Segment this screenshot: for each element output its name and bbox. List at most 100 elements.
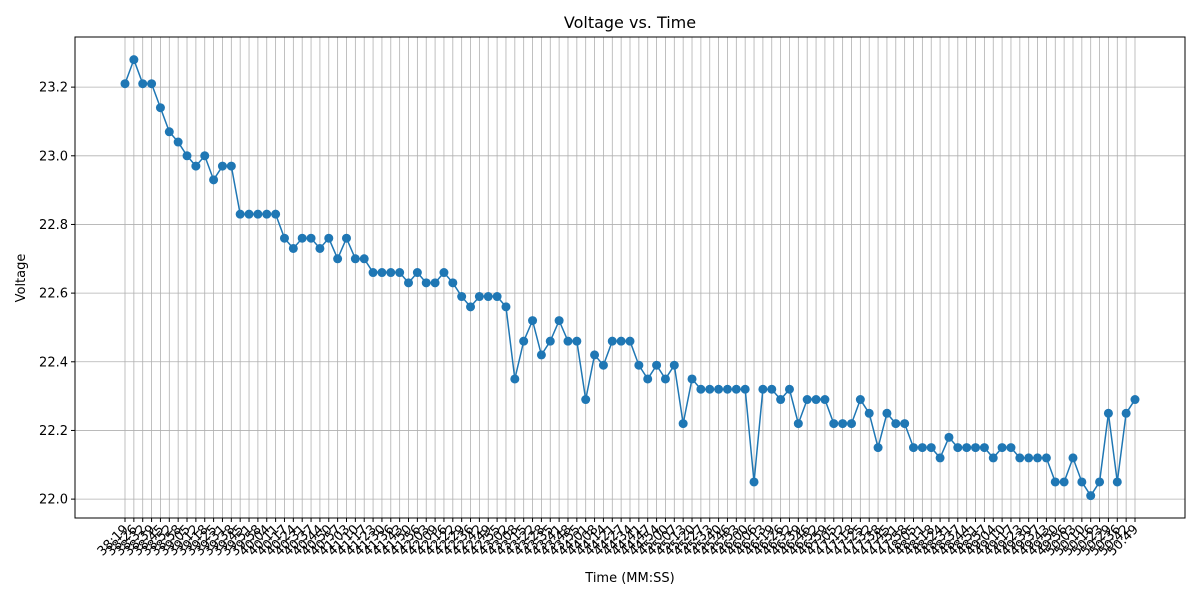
marker	[572, 336, 582, 346]
marker	[1015, 453, 1025, 463]
marker	[846, 419, 856, 429]
chart-title: Voltage vs. Time	[564, 13, 696, 32]
marker	[563, 336, 573, 346]
marker	[288, 243, 298, 253]
marker	[669, 360, 679, 370]
marker	[377, 268, 387, 278]
marker	[811, 395, 821, 405]
marker	[829, 419, 839, 429]
marker	[1033, 453, 1043, 463]
marker	[554, 316, 564, 326]
marker	[164, 127, 174, 137]
marker	[864, 408, 874, 418]
marker	[1077, 477, 1087, 487]
marker	[519, 336, 529, 346]
marker	[1041, 453, 1051, 463]
marker	[536, 350, 546, 360]
marker	[1121, 408, 1131, 418]
marker	[917, 443, 927, 453]
marker	[900, 419, 910, 429]
marker	[988, 453, 998, 463]
marker	[341, 233, 351, 243]
marker	[324, 233, 334, 243]
marker	[1103, 408, 1113, 418]
marker	[1068, 453, 1078, 463]
marker	[200, 151, 210, 161]
marker	[802, 395, 812, 405]
marker	[209, 175, 219, 185]
marker	[714, 384, 724, 394]
marker	[315, 243, 325, 253]
marker	[643, 374, 653, 384]
marker	[386, 268, 396, 278]
marker	[634, 360, 644, 370]
marker	[306, 233, 316, 243]
marker	[1059, 477, 1069, 487]
marker	[953, 443, 963, 453]
marker	[483, 292, 493, 302]
marker	[262, 209, 272, 219]
marker	[935, 453, 945, 463]
marker	[297, 233, 307, 243]
marker	[368, 268, 378, 278]
marker	[271, 209, 281, 219]
y-axis-label: Voltage	[14, 254, 29, 303]
marker	[359, 254, 369, 264]
marker	[891, 419, 901, 429]
marker	[971, 443, 981, 453]
marker	[625, 336, 635, 346]
x-axis-label: Time (MM:SS)	[584, 571, 674, 586]
marker	[545, 336, 555, 346]
marker	[1024, 453, 1034, 463]
marker	[510, 374, 520, 384]
marker	[660, 374, 670, 384]
y-tick-label: 22.0	[39, 493, 68, 508]
marker	[882, 408, 892, 418]
marker	[412, 268, 422, 278]
marker	[474, 292, 484, 302]
marker	[138, 79, 148, 89]
marker	[492, 292, 502, 302]
marker	[758, 384, 768, 394]
marker	[173, 137, 183, 147]
marker	[1006, 443, 1016, 453]
marker	[120, 79, 130, 89]
marker	[129, 55, 139, 65]
marker	[722, 384, 732, 394]
marker	[740, 384, 750, 394]
y-tick-label: 22.8	[39, 218, 68, 233]
y-tick-label: 23.0	[39, 149, 68, 164]
marker	[395, 268, 405, 278]
marker	[466, 302, 476, 312]
marker	[652, 360, 662, 370]
marker	[528, 316, 538, 326]
marker	[590, 350, 600, 360]
marker	[581, 395, 591, 405]
y-tick-label: 22.6	[39, 287, 68, 302]
marker	[793, 419, 803, 429]
marker	[784, 384, 794, 394]
marker	[873, 443, 883, 453]
marker	[1112, 477, 1122, 487]
marker	[944, 432, 954, 442]
marker	[147, 79, 157, 89]
y-tick-label: 22.2	[39, 424, 68, 439]
marker	[1050, 477, 1060, 487]
marker	[696, 384, 706, 394]
marker	[501, 302, 511, 312]
plot-frame	[74, 36, 1186, 519]
marker	[926, 443, 936, 453]
marker	[687, 374, 697, 384]
marker	[350, 254, 360, 264]
marker	[820, 395, 830, 405]
marker	[616, 336, 626, 346]
marker	[1130, 395, 1140, 405]
marker	[776, 395, 786, 405]
marker	[838, 419, 848, 429]
marker	[253, 209, 263, 219]
marker	[226, 161, 236, 171]
marker	[979, 443, 989, 453]
marker	[855, 395, 865, 405]
marker	[421, 278, 431, 288]
